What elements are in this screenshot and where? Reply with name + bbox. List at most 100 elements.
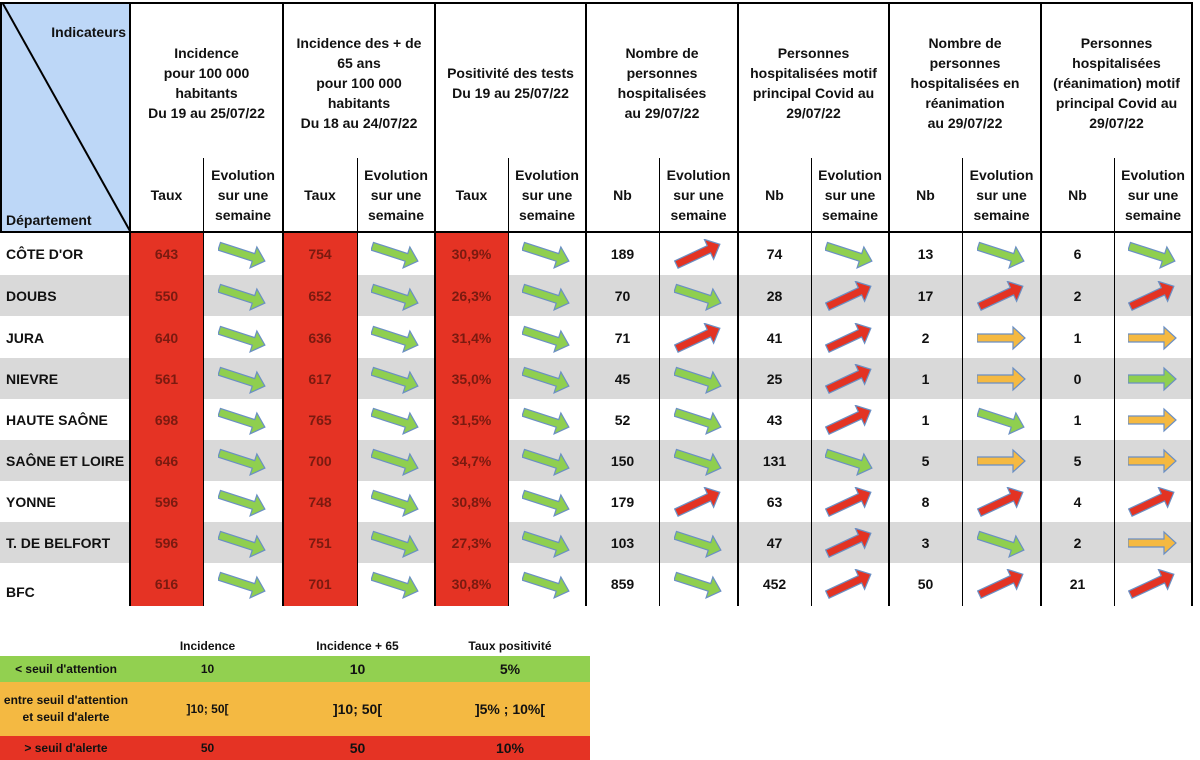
- indicator-value: 63: [766, 493, 783, 510]
- indicator-value: 13: [917, 245, 934, 262]
- group-header-line: principal Covid au: [1055, 95, 1178, 111]
- group-header-line: Positivité des tests: [447, 65, 574, 81]
- legend-label: < seuil d'attention: [15, 661, 117, 676]
- evolution-cell: [508, 358, 586, 399]
- legend-header: Incidence: [179, 639, 236, 653]
- department-name: HAUTE SAÔNE: [6, 411, 108, 428]
- arrow-down-right-green-icon: [673, 448, 722, 476]
- legend-value: 50: [200, 741, 215, 755]
- evolution-cell: [1114, 233, 1192, 274]
- indicator-value: 0: [1073, 370, 1082, 387]
- sub-column-divider: [508, 158, 509, 606]
- sub-header-line: Evolution: [818, 167, 882, 183]
- indicator-value: 17: [917, 287, 934, 304]
- covid-indicators-table: Indicateurs Département Incidence pour 100 …: [0, 2, 1193, 606]
- indicator-value: 1: [1073, 329, 1082, 346]
- sub-header-line: semaine: [367, 207, 425, 223]
- arrow-down-right-green-icon: [825, 241, 873, 269]
- corner-diagonal: [2, 2, 130, 231]
- arrow-down-right-green-icon: [218, 241, 266, 269]
- indicator-value: 131: [762, 452, 787, 469]
- arrow-down-right-green-icon: [522, 571, 570, 599]
- group-header-line: Incidence des + de: [296, 35, 422, 51]
- evolution-cell: [1114, 399, 1192, 440]
- indicator-value: 52: [614, 411, 631, 428]
- sub-header-line: sur une: [1127, 187, 1179, 203]
- arrow-down-right-green-icon: [673, 366, 722, 394]
- evolution-cell: [811, 522, 889, 563]
- evolution-cell: [203, 233, 283, 274]
- sub-header-value: Nb: [613, 187, 632, 203]
- arrow-down-right-green-icon: [522, 366, 570, 394]
- legend-value: 50: [349, 740, 366, 756]
- group-header-line: au 29/07/22: [624, 105, 700, 121]
- arrow-up-right-red-icon: [976, 568, 1024, 599]
- legend-row-fill: [0, 682, 590, 736]
- indicator-value: 189: [610, 245, 635, 262]
- evolution-cell: [962, 399, 1041, 440]
- indicator-value: 25: [766, 370, 783, 387]
- indicator-value: 2: [921, 329, 930, 346]
- indicator-value: 71: [614, 329, 631, 346]
- sub-header-line: semaine: [1124, 207, 1182, 223]
- group-header-line: réanimation: [925, 95, 1005, 111]
- sub-header-line: sur une: [370, 187, 422, 203]
- evolution-cell: [1114, 358, 1192, 399]
- evolution-cell: [357, 275, 435, 316]
- indicator-value: 70: [614, 287, 631, 304]
- sub-header-line: semaine: [518, 207, 576, 223]
- sub-header-line: semaine: [214, 207, 272, 223]
- evolution-cell: [659, 358, 738, 399]
- sub-column-divider: [962, 158, 963, 606]
- evolution-cell: [659, 440, 738, 481]
- department-name: CÔTE D'OR: [6, 245, 84, 262]
- indicator-value: 561: [154, 370, 179, 387]
- arrow-down-right-green-icon: [825, 448, 873, 476]
- indicator-value: 8: [921, 493, 930, 510]
- evolution-cell: [357, 317, 435, 358]
- indicator-value: 50: [917, 575, 934, 592]
- group-header-line: Personnes: [1080, 35, 1153, 51]
- arrow-down-right-green-icon: [1128, 241, 1176, 269]
- arrow-down-right-green-icon: [371, 530, 419, 558]
- arrow-right-orange-icon: [1128, 530, 1177, 555]
- sub-header-evolution: Evolution sur une semaine: [1114, 158, 1192, 232]
- evolution-cell: [203, 275, 283, 316]
- sub-header-value: Nb: [765, 187, 784, 203]
- indicator-value: 4: [1073, 493, 1082, 510]
- sub-header-value: Taux: [455, 187, 488, 203]
- evolution-cell: [357, 440, 435, 481]
- group-header-line: au 29/07/22: [927, 115, 1003, 131]
- evolution-cell: [508, 522, 586, 563]
- column-divider: [585, 2, 587, 606]
- evolution-cell: [508, 233, 586, 274]
- evolution-cell: [508, 317, 586, 358]
- indicator-value: 31,4%: [451, 329, 492, 346]
- indicator-value: 616: [154, 575, 179, 592]
- arrow-down-right-green-icon: [371, 448, 419, 476]
- arrow-up-right-red-icon: [976, 486, 1024, 517]
- department-name: JURA: [6, 329, 45, 346]
- indicator-value: 1: [1073, 411, 1082, 428]
- legend-value: ]10; 50[: [332, 701, 383, 717]
- sub-header-line: sur une: [824, 187, 876, 203]
- indicator-value: 27,3%: [451, 534, 492, 551]
- evolution-cell: [811, 563, 889, 604]
- evolution-cell: [659, 522, 738, 563]
- group-header-line: Nombre de: [625, 45, 699, 61]
- indicator-value: 26,3%: [451, 287, 492, 304]
- evolution-cell: [962, 563, 1041, 604]
- group-header-line: Incidence: [174, 45, 239, 61]
- sub-header-value: Taux: [304, 187, 336, 203]
- sub-header-line: semaine: [821, 207, 879, 223]
- sub-header-line: semaine: [670, 207, 727, 223]
- indicator-value: 21: [1069, 575, 1086, 592]
- department-name: NIEVRE: [6, 370, 59, 387]
- arrow-down-right-green-icon: [976, 241, 1025, 269]
- group-header: Nombre de personnes hospitalisées au 29/07/…: [588, 8, 736, 158]
- arrow-down-right-green-icon: [218, 366, 266, 394]
- arrow-up-right-red-icon: [825, 363, 872, 394]
- evolution-cell: [357, 358, 435, 399]
- header-bottom-border: [0, 231, 1192, 233]
- indicator-value: 698: [154, 411, 179, 428]
